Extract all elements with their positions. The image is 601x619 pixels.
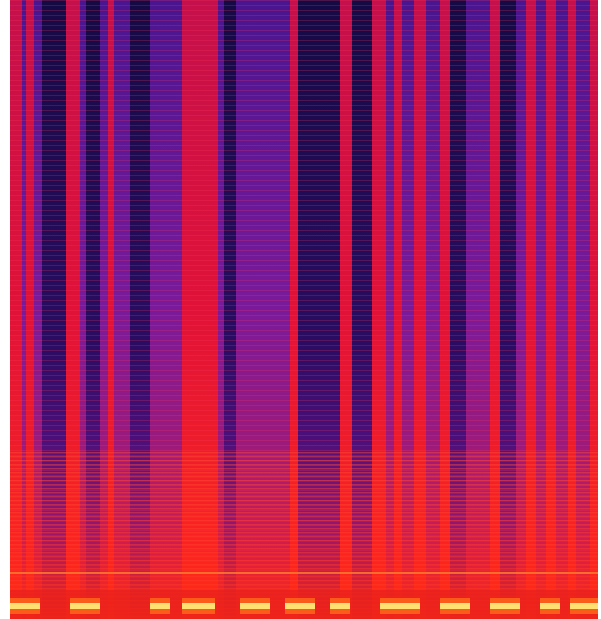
band-yellow: [285, 603, 315, 609]
band-yellow: [330, 603, 350, 609]
band-yellow: [182, 603, 215, 609]
band-yellow: [380, 603, 420, 609]
band-yellow: [70, 603, 100, 609]
band-yellow: [570, 603, 598, 609]
band-yellow: [150, 603, 170, 609]
band-yellow: [440, 603, 470, 609]
band-yellow: [490, 603, 520, 609]
band-yellow: [540, 603, 560, 609]
band-yellow: [240, 603, 270, 609]
band-yellow-line: [10, 572, 598, 574]
band-yellow: [10, 603, 40, 609]
spectrogram: [0, 0, 601, 619]
